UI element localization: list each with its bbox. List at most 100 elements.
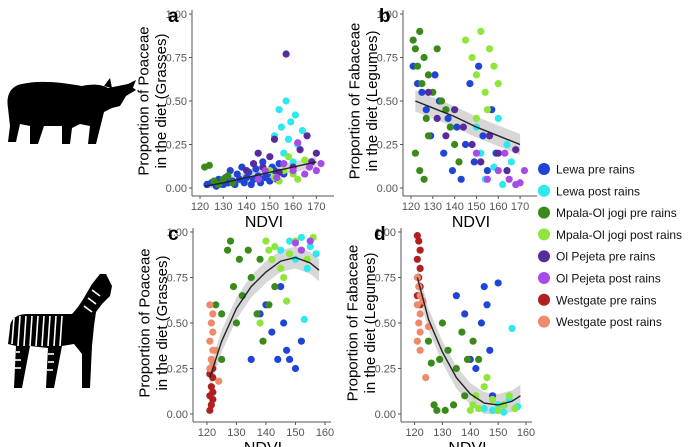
data-point — [297, 246, 305, 254]
legend-swatch — [538, 293, 550, 306]
data-point — [488, 395, 497, 404]
data-point — [266, 153, 274, 161]
data-point — [499, 180, 507, 189]
data-point — [280, 273, 288, 282]
data-point — [224, 172, 232, 180]
data-point — [265, 246, 273, 254]
y-axis-label: Proportion of Fabaceaein the diet (Legum… — [345, 245, 379, 402]
data-point — [207, 401, 215, 409]
y-tick-label: 0.50 — [167, 318, 188, 330]
data-point — [209, 310, 217, 318]
data-point — [277, 246, 285, 254]
data-point — [424, 88, 433, 96]
data-point — [480, 383, 488, 391]
data-point — [448, 167, 457, 175]
y-tick-label: 0.25 — [167, 364, 188, 376]
data-point — [422, 114, 430, 122]
data-point — [457, 175, 465, 183]
data-point — [479, 132, 487, 140]
legend-swatch — [538, 250, 550, 263]
data-point — [477, 158, 485, 166]
data-point — [452, 364, 460, 373]
data-point — [242, 167, 251, 175]
data-point — [418, 88, 426, 96]
y-tick-label: 1.00 — [166, 9, 187, 21]
y-tick-label: 0.25 — [166, 140, 187, 152]
legend-swatch — [538, 315, 550, 328]
legend-label: Mpala-Ol jogi pre rains — [556, 206, 677, 220]
data-point — [244, 246, 252, 254]
y-tick-label: 0.75 — [375, 273, 396, 285]
data-point — [207, 383, 215, 391]
data-point — [223, 246, 232, 254]
data-point — [508, 324, 516, 333]
data-point — [477, 319, 486, 327]
data-point — [512, 146, 520, 154]
data-point — [494, 114, 502, 122]
data-point — [416, 264, 424, 272]
data-point — [209, 328, 217, 336]
data-point — [312, 250, 320, 258]
data-point — [285, 250, 294, 258]
data-point — [254, 175, 262, 183]
data-point — [291, 239, 300, 247]
data-point — [259, 337, 267, 345]
data-point — [285, 237, 294, 245]
data-point — [494, 149, 502, 157]
data-point — [500, 408, 508, 416]
data-point — [475, 355, 483, 363]
legend-swatch — [538, 272, 550, 284]
data-point — [458, 328, 466, 336]
series-olpejeta_post — [254, 139, 325, 183]
data-point — [413, 337, 421, 345]
fit-line — [204, 161, 317, 187]
series-mpala_post — [466, 374, 519, 414]
data-point — [461, 392, 469, 400]
rhino-silhouette-icon — [7, 78, 136, 144]
data-point — [501, 149, 509, 157]
data-point — [418, 80, 426, 88]
data-point — [483, 374, 491, 382]
data-point — [461, 140, 470, 149]
panel-letter: c — [168, 224, 179, 245]
data-point — [505, 392, 513, 400]
data-point — [486, 346, 494, 354]
y-axis-label-line: in the diet (Legumes) — [364, 31, 381, 172]
legend-label: Westgate pre rains — [556, 293, 657, 307]
data-point — [283, 297, 291, 305]
data-point — [206, 406, 214, 414]
data-point — [427, 359, 435, 367]
data-point — [483, 167, 491, 175]
data-point — [416, 346, 424, 354]
data-point — [247, 273, 255, 282]
x-tick-label: 160 — [489, 201, 507, 213]
data-point — [420, 175, 428, 183]
x-tick-label: 160 — [316, 427, 334, 439]
data-point — [451, 106, 459, 114]
legend-swatch — [538, 228, 550, 241]
data-point — [411, 149, 419, 157]
data-point — [268, 328, 276, 336]
data-point — [442, 106, 450, 114]
data-point — [475, 404, 483, 413]
y-tick-label: 0.00 — [377, 183, 398, 195]
data-point — [249, 160, 258, 168]
data-point — [274, 355, 282, 363]
data-point — [516, 179, 524, 187]
data-point — [416, 328, 424, 336]
data-point — [452, 292, 460, 300]
data-point — [420, 53, 428, 62]
data-point — [475, 62, 483, 70]
data-point — [481, 88, 489, 96]
data-point — [461, 310, 469, 318]
data-point — [256, 319, 264, 327]
data-point — [305, 163, 313, 171]
data-point — [415, 319, 423, 327]
data-point — [205, 161, 213, 169]
data-point — [215, 377, 223, 385]
legend-swatch — [538, 206, 550, 219]
x-axis-label: NDVI — [244, 440, 282, 447]
data-point — [416, 246, 424, 254]
data-point — [259, 158, 267, 166]
